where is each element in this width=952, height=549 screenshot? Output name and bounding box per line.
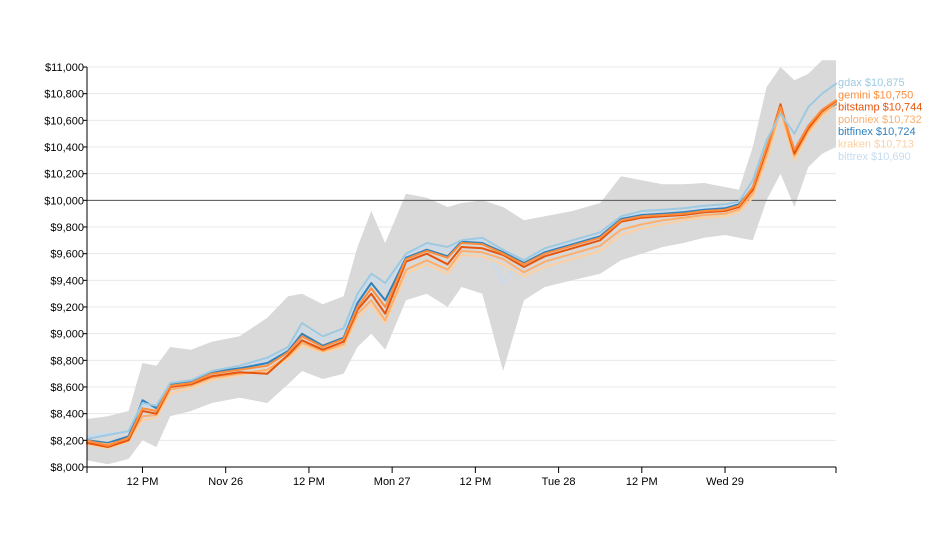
legend-label-gdax: gdax $10,875 — [838, 77, 905, 89]
y-tick-label: $9,000 — [50, 329, 84, 341]
legend-label-bitstamp: bitstamp $10,744 — [838, 102, 922, 114]
x-tick-label: 12 PM — [293, 476, 325, 488]
y-tick-label: $10,600 — [44, 115, 84, 127]
legend-label-kraken: kraken $10,713 — [838, 139, 914, 151]
series-line-kraken — [86, 104, 837, 450]
series-line-poloniex — [86, 101, 837, 446]
y-tick-label: $8,000 — [50, 462, 84, 474]
y-tick-label: $9,600 — [50, 249, 84, 261]
y-tick-label: $8,200 — [50, 435, 84, 447]
legend-label-gemini: gemini $10,750 — [838, 89, 913, 101]
series-line-gemini — [86, 99, 837, 447]
range-band-layer — [87, 60, 836, 465]
x-tick-label: 12 PM — [459, 476, 491, 488]
y-tick-label: $10,000 — [44, 195, 84, 207]
legend-label-poloniex: poloniex $10,732 — [838, 114, 922, 126]
series-layer — [86, 82, 837, 450]
y-tick-label: $8,400 — [50, 409, 84, 421]
axis-layer: $8,000 $8,200 $8,400 $8,600 $8,800 $9,000 $9,2… — [44, 62, 837, 488]
y-tick-label: $8,600 — [50, 382, 84, 394]
x-tick-label: Mon 27 — [374, 476, 411, 488]
x-tick-label: 12 PM — [626, 476, 658, 488]
series-line-bitstamp — [86, 100, 837, 448]
legend-label-bitfinex: bitfinex $10,724 — [838, 126, 916, 138]
series-line-gdax — [86, 82, 837, 440]
price-range-band — [87, 60, 836, 465]
x-tick-label: Nov 26 — [208, 476, 243, 488]
y-tick-label: $9,800 — [50, 222, 84, 234]
y-tick-label: $10,400 — [44, 142, 84, 154]
x-tick-label: 12 PM — [127, 476, 159, 488]
x-tick-label: Wed 29 — [706, 476, 744, 488]
legend-label-bittrex: bittrex $10,690 — [838, 151, 911, 163]
y-tick-label: $11,000 — [45, 62, 84, 74]
y-tick-label: $9,400 — [50, 275, 84, 287]
y-tick-label: $10,200 — [44, 169, 84, 181]
x-tick-label: Tue 28 — [542, 476, 576, 488]
y-tick-label: $9,200 — [50, 302, 84, 314]
y-tick-label: $8,800 — [50, 355, 84, 367]
y-tick-label: $10,800 — [44, 89, 84, 101]
